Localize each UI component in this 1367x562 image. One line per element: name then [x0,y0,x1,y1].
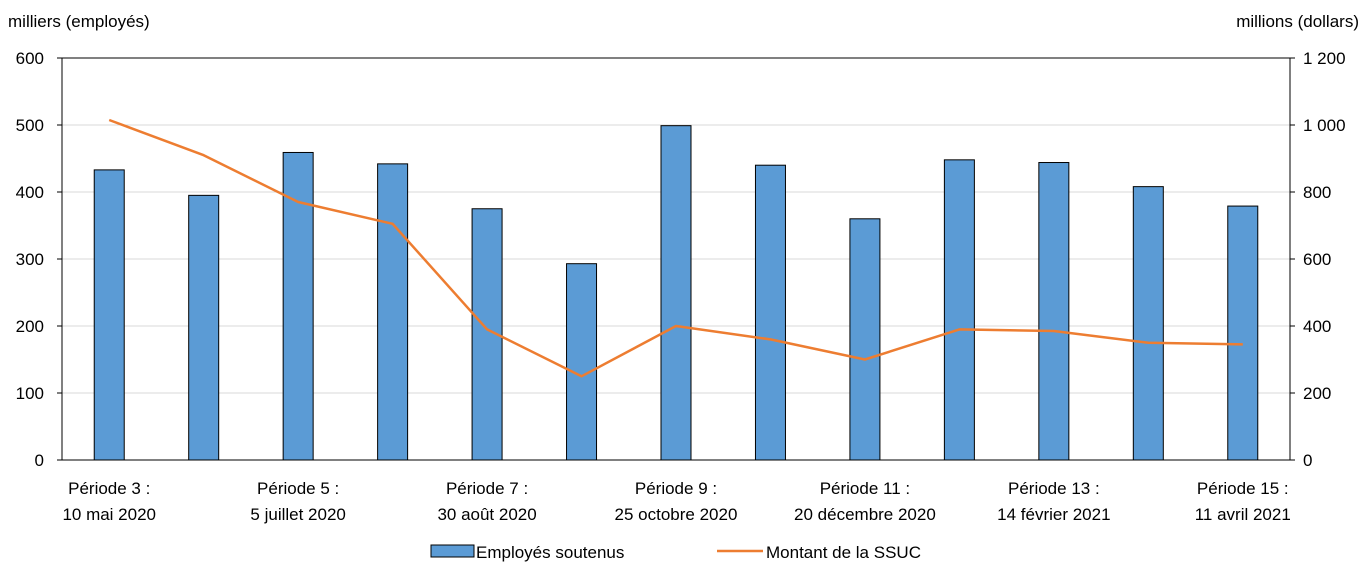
bar [943,159,975,461]
series-line [108,118,1243,378]
bar [188,194,220,461]
left-tick-label: 600 [16,49,44,68]
right-tick-label: 600 [1303,250,1331,269]
x-tick-label: 5 juillet 2020 [250,505,345,524]
x-tick-label: Période 7 : [446,479,528,498]
bar [377,163,409,461]
x-tick-label: 25 octobre 2020 [615,505,738,524]
legend: Employés soutenus Montant de la SSUC [430,543,921,562]
left-tick-label: 500 [16,116,44,135]
right-tick-label: 1 000 [1303,116,1346,135]
right-tick-label: 200 [1303,384,1331,403]
left-tick-label: 100 [16,384,44,403]
axes [57,57,1295,461]
bar-series [93,125,1259,461]
legend-bar-swatch [430,544,475,558]
legend-line-label: Montant de la SSUC [766,543,921,562]
left-tick-label: 400 [16,183,44,202]
bar [849,218,881,461]
bar [93,169,125,461]
right-tick-label: 1 200 [1303,49,1346,68]
right-tick-label: 400 [1303,317,1331,336]
left-tick-label: 300 [16,250,44,269]
right-axis-title: millions (dollars) [1236,12,1359,31]
x-tick-label: 10 mai 2020 [62,505,156,524]
bar [754,164,786,461]
x-tick-label: Période 11 : [820,479,910,498]
bar [1038,162,1070,461]
left-tick-label: 200 [16,317,44,336]
bar [566,263,598,461]
right-tick-label: 0 [1303,451,1312,470]
tick-labels: 0 0 100 200 200 400 300 600 400 800 500 1 000 600 1 2… [16,49,1346,524]
bar [660,125,692,461]
x-tick-label: Période 13 : [1008,479,1100,498]
legend-bar-label: Employés soutenus [476,543,624,562]
x-tick-label: Période 5 : [257,479,339,498]
left-tick-label: 0 [35,451,44,470]
bar [1132,186,1164,461]
left-axis-title: milliers (employés) [8,12,150,31]
x-tick-label: 20 décembre 2020 [794,505,936,524]
x-tick-label: 11 avril 2021 [1195,505,1291,524]
bar [282,151,314,461]
x-tick-label: Période 15 : [1197,479,1289,498]
x-tick-label: 14 février 2021 [997,505,1110,524]
right-tick-label: 800 [1303,183,1331,202]
x-tick-label: Période 9 : [635,479,717,498]
bar [1227,205,1259,461]
x-tick-label: Période 3 : [68,479,150,498]
line-series [108,118,1243,378]
x-tick-label: 30 août 2020 [437,505,536,524]
